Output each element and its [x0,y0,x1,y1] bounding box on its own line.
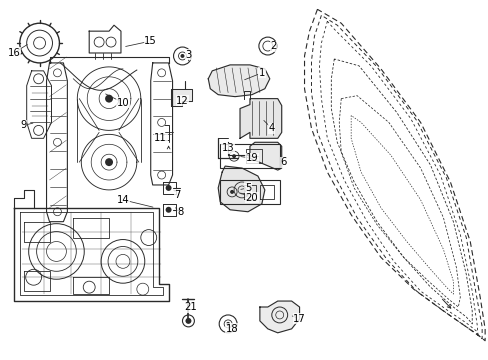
Circle shape [230,190,234,194]
Text: 10: 10 [117,98,129,108]
Text: 9: 9 [20,121,27,130]
Text: 11: 11 [154,133,167,143]
Text: 5: 5 [244,183,251,193]
Circle shape [105,158,113,166]
Polygon shape [208,65,269,96]
Text: 3: 3 [185,50,191,60]
Circle shape [165,207,171,213]
Text: 7: 7 [174,190,181,200]
Text: 20: 20 [245,193,258,203]
Polygon shape [218,166,264,212]
Text: 15: 15 [144,36,157,46]
Text: 18: 18 [225,324,238,334]
Text: 19: 19 [245,153,258,163]
Circle shape [180,54,184,58]
Text: 8: 8 [177,207,183,217]
Text: 14: 14 [117,195,129,205]
Circle shape [225,322,230,326]
Text: 2: 2 [270,41,276,51]
Text: 16: 16 [7,48,20,58]
Text: 12: 12 [176,96,188,105]
Circle shape [165,185,171,191]
Polygon shape [170,89,192,105]
Text: 6: 6 [280,157,286,167]
Bar [220,180,279,204]
Text: 21: 21 [183,302,196,312]
Polygon shape [259,301,299,333]
Polygon shape [240,99,281,138]
Circle shape [232,154,236,158]
Circle shape [185,318,191,324]
Text: 13: 13 [222,143,234,153]
Text: 1: 1 [258,68,264,78]
Polygon shape [249,142,281,170]
Circle shape [105,95,113,103]
Bar [220,144,279,168]
Text: 4: 4 [268,123,274,134]
Text: 17: 17 [293,314,305,324]
